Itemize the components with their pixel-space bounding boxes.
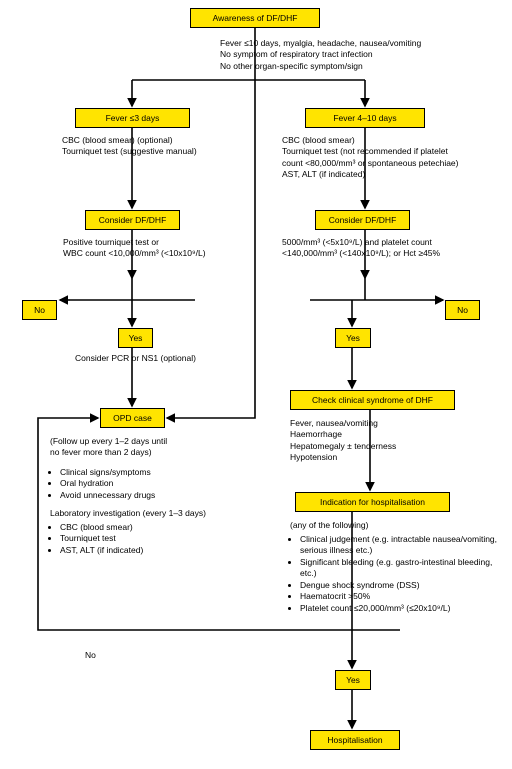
hospitalisation-box: Hospitalisation bbox=[310, 730, 400, 750]
clinical-list: Fever, nausea/vomiting Haemorrhage Hepat… bbox=[290, 418, 470, 464]
left-tests: CBC (blood smear) (optional) Tourniquet … bbox=[62, 135, 242, 158]
right-criteria: 5000/mm³ (<5x10⁹/L) and platelet count <… bbox=[282, 237, 502, 260]
no-left-box: No bbox=[22, 300, 57, 320]
yes-right-box: Yes bbox=[335, 328, 371, 348]
no-right-box: No bbox=[445, 300, 480, 320]
indication-list: Clinical judgement (e.g. intractable nau… bbox=[290, 532, 500, 616]
awareness-box: Awareness of DF/DHF bbox=[190, 8, 320, 28]
opd-box: OPD case bbox=[100, 408, 165, 428]
pcr-text: Consider PCR or NS1 (optional) bbox=[75, 353, 235, 364]
consider-left-box: Consider DF/DHF bbox=[85, 210, 180, 230]
right-tests: CBC (blood smear) Tourniquet test (not r… bbox=[282, 135, 502, 181]
yes-final-box: Yes bbox=[335, 670, 371, 690]
indication-sub: (any of the following) bbox=[290, 520, 470, 531]
opd-list: Clinical signs/symptoms Oral hydration A… bbox=[50, 465, 230, 503]
consider-right-box: Consider DF/DHF bbox=[315, 210, 410, 230]
criteria-top: Fever ≤10 days, myalgia, headache, nause… bbox=[220, 38, 470, 72]
fever-4-10-box: Fever 4–10 days bbox=[305, 108, 425, 128]
yes-left-box: Yes bbox=[118, 328, 153, 348]
indication-box: Indication for hospitalisation bbox=[295, 492, 450, 512]
check-clinical-box: Check clinical syndrome of DHF bbox=[290, 390, 455, 410]
no-final-label: No bbox=[85, 650, 96, 661]
awareness-label: Awareness of DF/DHF bbox=[213, 13, 298, 23]
lab-list: CBC (blood smear) Tourniquet test AST, A… bbox=[50, 520, 230, 558]
lab-header: Laboratory investigation (every 1–3 days… bbox=[50, 508, 250, 519]
fever-le3-box: Fever ≤3 days bbox=[75, 108, 190, 128]
opd-followup: (Follow up every 1–2 days until no fever… bbox=[50, 436, 230, 459]
left-criteria: Positive tourniquet test or WBC count <1… bbox=[63, 237, 243, 260]
